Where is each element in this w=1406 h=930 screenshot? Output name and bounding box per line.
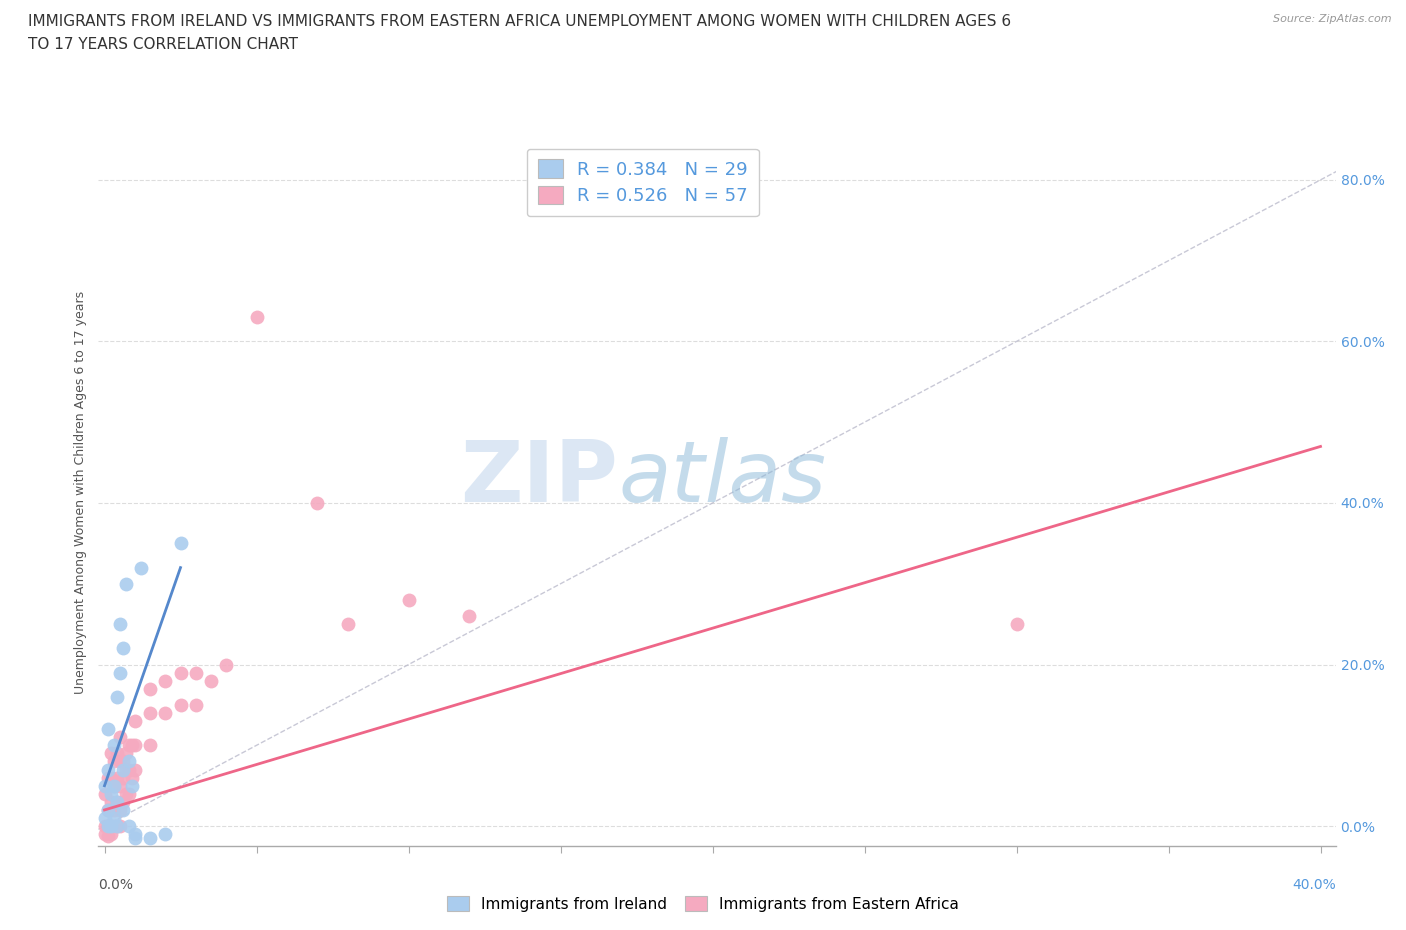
Point	[398, 592, 420, 607]
Point	[139, 737, 162, 752]
Point	[114, 746, 136, 761]
Point	[103, 818, 125, 833]
Point	[108, 803, 131, 817]
Point	[96, 818, 118, 833]
Point	[96, 818, 118, 833]
Point	[111, 803, 134, 817]
Point	[200, 673, 222, 688]
Point	[169, 665, 191, 680]
Point	[118, 762, 141, 777]
Point	[118, 818, 141, 833]
Point	[100, 787, 122, 802]
Point	[96, 762, 118, 777]
Point	[245, 310, 267, 325]
Text: IMMIGRANTS FROM IRELAND VS IMMIGRANTS FROM EASTERN AFRICA UNEMPLOYMENT AMONG WOM: IMMIGRANTS FROM IRELAND VS IMMIGRANTS FR…	[28, 14, 1011, 29]
Point	[121, 737, 143, 752]
Point	[96, 818, 118, 833]
Point	[336, 617, 359, 631]
Point	[114, 577, 136, 591]
Point	[155, 827, 177, 842]
Point	[96, 722, 118, 737]
Point	[155, 706, 177, 721]
Point	[108, 778, 131, 793]
Legend: R = 0.384   N = 29, R = 0.526   N = 57: R = 0.384 N = 29, R = 0.526 N = 57	[527, 149, 759, 216]
Point	[96, 803, 118, 817]
Point	[96, 829, 118, 844]
Point	[458, 608, 481, 623]
Point	[103, 754, 125, 769]
Point	[93, 778, 115, 793]
Point	[108, 818, 131, 833]
Point	[124, 737, 146, 752]
Point	[103, 737, 125, 752]
Point	[103, 778, 125, 793]
Point	[307, 496, 329, 511]
Point	[121, 770, 143, 785]
Point	[139, 682, 162, 697]
Point	[103, 811, 125, 826]
Point	[118, 754, 141, 769]
Point	[100, 818, 122, 833]
Point	[105, 770, 128, 785]
Point	[103, 803, 125, 817]
Point	[121, 778, 143, 793]
Text: atlas: atlas	[619, 437, 827, 520]
Y-axis label: Unemployment Among Women with Children Ages 6 to 17 years: Unemployment Among Women with Children A…	[73, 291, 87, 695]
Point	[114, 787, 136, 802]
Point	[111, 770, 134, 785]
Point	[184, 665, 207, 680]
Legend: Immigrants from Ireland, Immigrants from Eastern Africa: Immigrants from Ireland, Immigrants from…	[441, 889, 965, 918]
Point	[108, 754, 131, 769]
Text: TO 17 YEARS CORRELATION CHART: TO 17 YEARS CORRELATION CHART	[28, 37, 298, 52]
Point	[139, 706, 162, 721]
Point	[105, 818, 128, 833]
Point	[96, 803, 118, 817]
Point	[108, 617, 131, 631]
Point	[100, 770, 122, 785]
Point	[1005, 617, 1028, 631]
Point	[118, 787, 141, 802]
Point	[124, 830, 146, 845]
Point	[93, 818, 115, 833]
Point	[100, 746, 122, 761]
Text: 40.0%: 40.0%	[1292, 878, 1336, 892]
Point	[169, 536, 191, 551]
Point	[100, 794, 122, 809]
Point	[108, 665, 131, 680]
Point	[118, 737, 141, 752]
Point	[93, 787, 115, 802]
Point	[111, 794, 134, 809]
Text: ZIP: ZIP	[460, 437, 619, 520]
Point	[108, 730, 131, 745]
Point	[111, 754, 134, 769]
Point	[124, 713, 146, 728]
Point	[111, 762, 134, 777]
Text: Source: ZipAtlas.com: Source: ZipAtlas.com	[1274, 14, 1392, 24]
Point	[129, 560, 152, 575]
Point	[100, 818, 122, 833]
Point	[96, 770, 118, 785]
Point	[105, 818, 128, 833]
Point	[100, 827, 122, 842]
Point	[93, 811, 115, 826]
Point	[114, 762, 136, 777]
Point	[105, 746, 128, 761]
Point	[93, 827, 115, 842]
Point	[103, 778, 125, 793]
Point	[124, 762, 146, 777]
Text: 0.0%: 0.0%	[98, 878, 134, 892]
Point	[105, 689, 128, 704]
Point	[215, 658, 238, 672]
Point	[105, 794, 128, 809]
Point	[111, 641, 134, 656]
Point	[139, 830, 162, 845]
Point	[105, 794, 128, 809]
Point	[184, 698, 207, 712]
Point	[169, 698, 191, 712]
Point	[155, 673, 177, 688]
Point	[124, 827, 146, 842]
